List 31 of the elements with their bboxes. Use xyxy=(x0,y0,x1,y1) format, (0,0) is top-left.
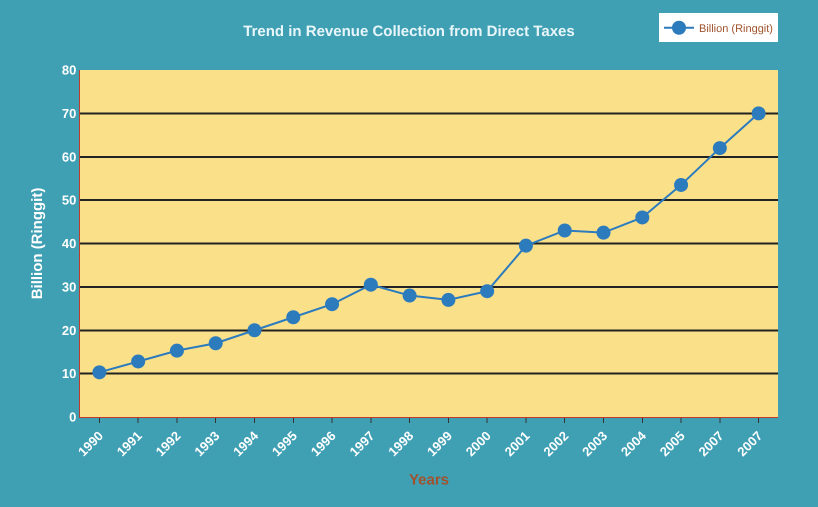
point xyxy=(558,223,572,238)
point xyxy=(712,141,727,156)
y-tick-label: 30 xyxy=(62,279,76,294)
point xyxy=(92,365,106,380)
y-axis-title: Billion (Ringgit) xyxy=(29,188,46,300)
legend-label: Billion (Ringgit) xyxy=(699,23,773,36)
point xyxy=(518,238,533,253)
point xyxy=(364,278,378,292)
y-tick-label: 40 xyxy=(62,236,76,252)
point xyxy=(441,292,456,307)
y-tick-label: 60 xyxy=(62,149,76,164)
point xyxy=(131,354,146,368)
point xyxy=(170,344,184,358)
point xyxy=(402,288,417,303)
chart-title: Trend in Revenue Collection from Direct Taxes xyxy=(243,22,575,40)
y-tick-label: 80 xyxy=(62,62,76,78)
point xyxy=(752,106,766,120)
point xyxy=(635,210,650,224)
point xyxy=(596,226,610,240)
x-axis-title: Years xyxy=(408,471,450,488)
y-tick-label: 70 xyxy=(62,106,76,121)
y-tick-label: 50 xyxy=(62,192,76,208)
y-tick-label: 0 xyxy=(69,410,76,425)
point xyxy=(480,284,494,298)
y-tick-label: 20 xyxy=(62,322,76,338)
point xyxy=(325,297,340,312)
point xyxy=(286,310,300,324)
point xyxy=(674,178,688,192)
point xyxy=(208,336,223,350)
y-tick-label: 10 xyxy=(62,366,76,382)
point xyxy=(248,323,262,338)
